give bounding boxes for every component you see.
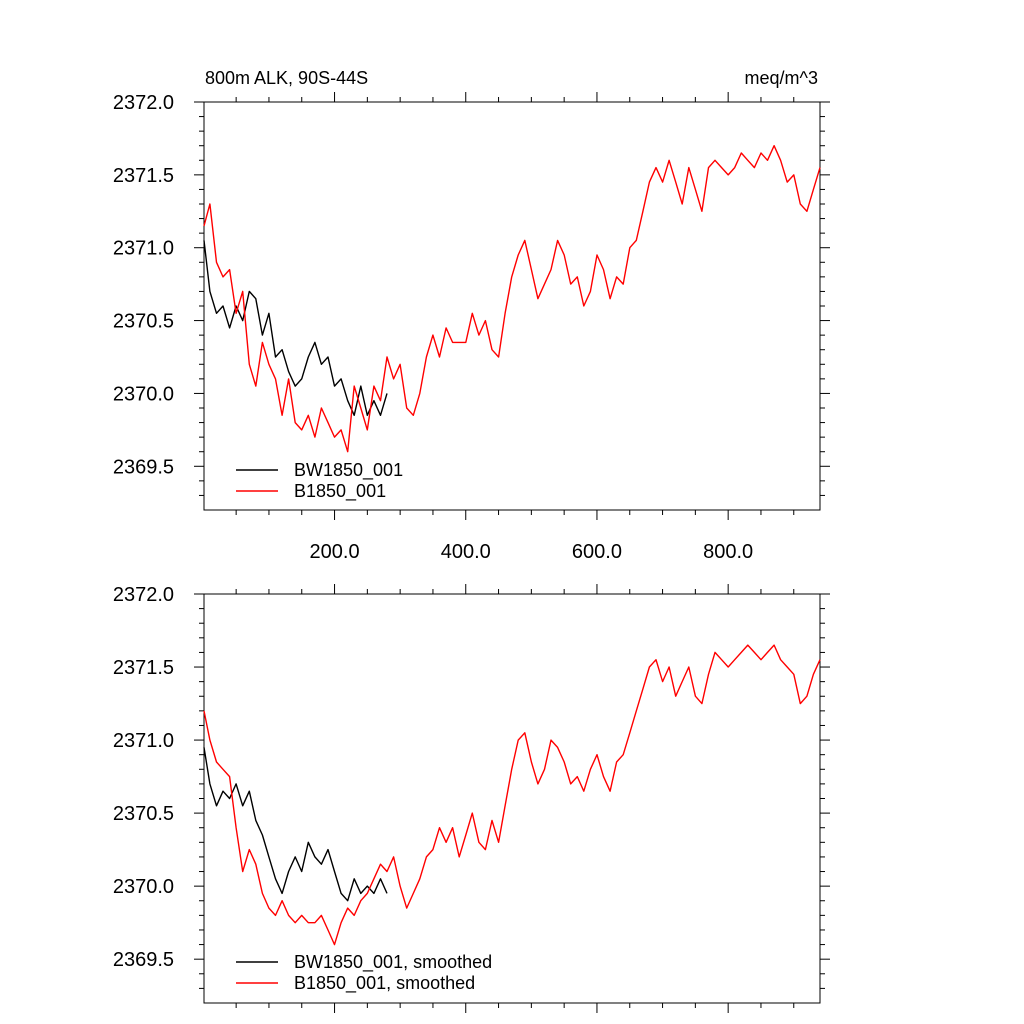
y-tick-label: 2371.0 xyxy=(113,238,174,260)
y-tick-label: 2372.0 xyxy=(113,584,174,606)
y-tick-label: 2370.5 xyxy=(113,803,174,825)
plot-axes: 2369.5 2370.0 2370.5 2371.0 2371.5 2372.0 200.… xyxy=(113,92,830,563)
series-line-1 xyxy=(203,644,821,946)
series-group xyxy=(203,644,821,946)
series-group xyxy=(203,144,821,453)
y-tick-label: 2371.5 xyxy=(113,165,174,187)
series-line-1 xyxy=(203,144,821,453)
y-tick-label: 2372.0 xyxy=(113,92,174,114)
legend-label-1: B1850_001 xyxy=(294,481,386,502)
units-label: meq/m^3 xyxy=(745,68,818,88)
legend-label-1: B1850_001, smoothed xyxy=(294,973,475,994)
legend-label-0: BW1850_001 xyxy=(294,460,403,481)
x-tick-label: 800.0 xyxy=(703,541,753,563)
x-tick-label: 400.0 xyxy=(441,541,491,563)
y-tick-label: 2371.5 xyxy=(113,657,174,679)
series-line-0 xyxy=(203,747,388,902)
x-tick-label: 600.0 xyxy=(572,541,622,563)
bottom-chart-panel: 2369.5 2370.0 2370.5 2371.0 2371.5 2372.0 BW1… xyxy=(113,584,830,1013)
y-tick-label: 2370.0 xyxy=(113,383,174,405)
y-tick-label: 2371.0 xyxy=(113,730,174,752)
y-tick-label: 2369.5 xyxy=(113,456,174,478)
legend-label-0: BW1850_001, smoothed xyxy=(294,952,492,973)
plot-axes: 2369.5 2370.0 2370.5 2371.0 2371.5 2372.0 xyxy=(113,584,830,1013)
y-tick-label: 2369.5 xyxy=(113,949,174,971)
y-tick-label: 2370.0 xyxy=(113,876,174,898)
top-chart-panel: 800m ALK, 90S-44S meq/m^3 2369.52370.023… xyxy=(113,68,830,563)
chart-title: 800m ALK, 90S-44S xyxy=(205,68,368,88)
series-line-0 xyxy=(203,240,388,416)
x-tick-label: 200.0 xyxy=(310,541,360,563)
y-tick-label: 2370.5 xyxy=(113,311,174,333)
